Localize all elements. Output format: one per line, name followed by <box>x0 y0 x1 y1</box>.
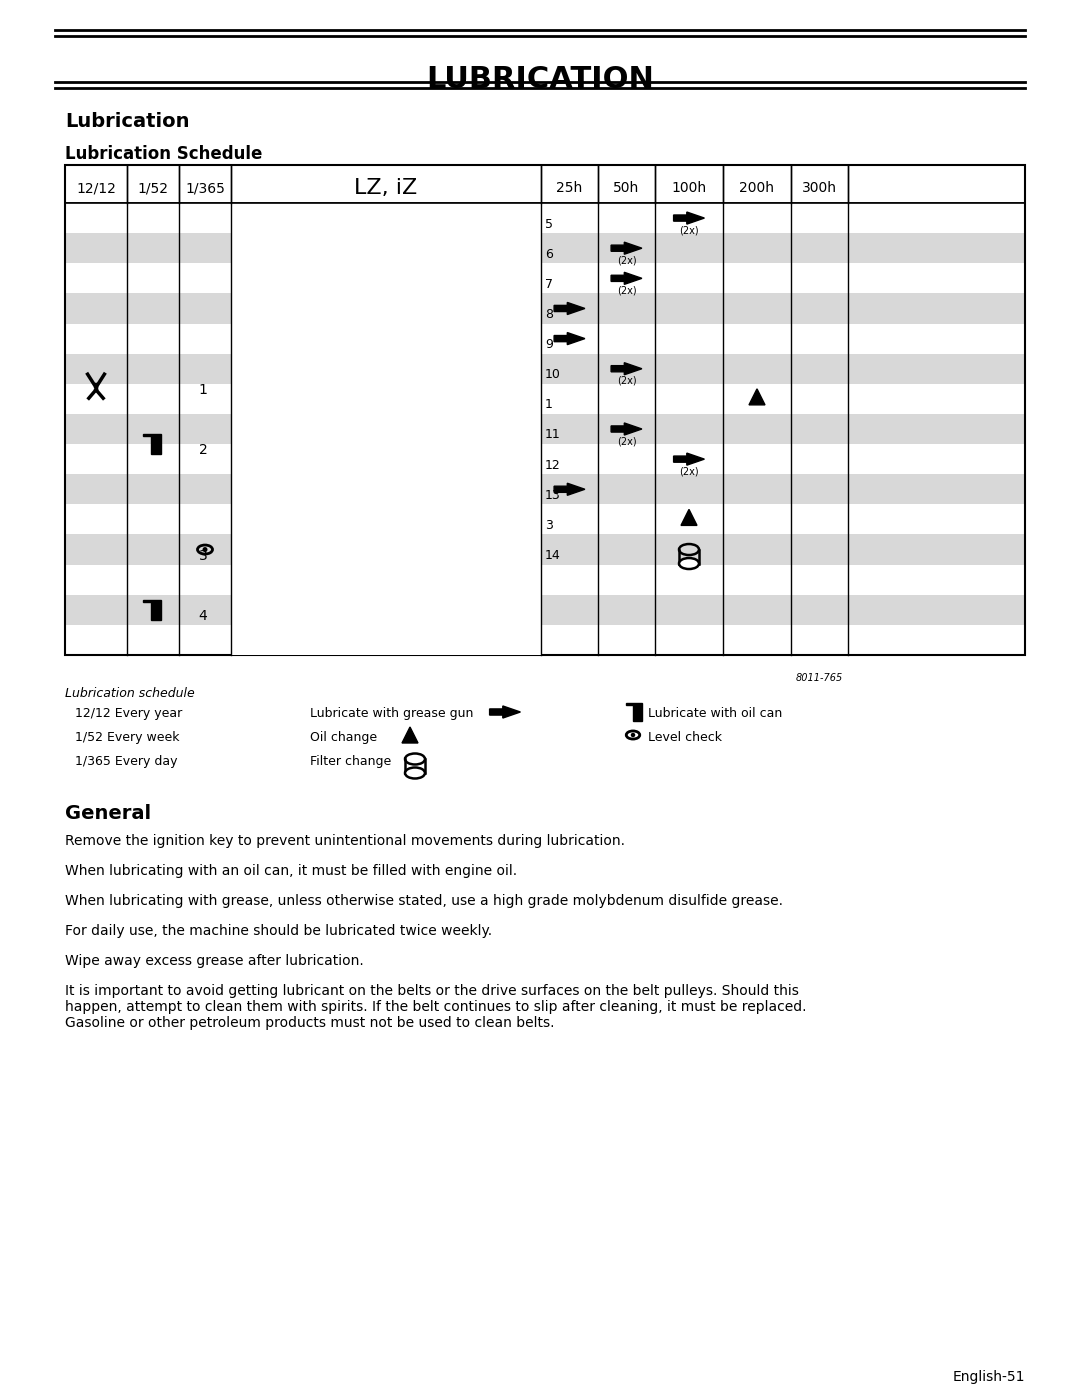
Text: It is important to avoid getting lubricant on the belts or the drive surfaces on: It is important to avoid getting lubrica… <box>65 983 807 1031</box>
Text: Lubrication schedule: Lubrication schedule <box>65 687 194 700</box>
Text: Remove the ignition key to prevent unintentional movements during lubrication.: Remove the ignition key to prevent unint… <box>65 834 625 848</box>
Text: For daily use, the machine should be lubricated twice weekly.: For daily use, the machine should be lub… <box>65 923 492 937</box>
Text: English-51: English-51 <box>953 1370 1025 1384</box>
Bar <box>65 504 1025 535</box>
Text: 1: 1 <box>199 383 207 397</box>
Text: General: General <box>65 805 151 823</box>
Bar <box>65 624 1025 655</box>
Text: 12/12 Every year: 12/12 Every year <box>75 707 183 719</box>
Text: 100h: 100h <box>672 182 706 196</box>
Text: 6: 6 <box>545 247 553 261</box>
Bar <box>65 263 1025 293</box>
Bar <box>65 595 1025 624</box>
Text: (2x): (2x) <box>617 256 636 265</box>
Text: 7: 7 <box>545 278 553 291</box>
Text: (2x): (2x) <box>679 225 699 235</box>
Polygon shape <box>554 302 585 314</box>
Bar <box>65 535 1025 564</box>
Bar <box>65 444 1025 474</box>
Text: 3: 3 <box>545 518 553 532</box>
Bar <box>65 165 1025 203</box>
Text: 1/365: 1/365 <box>185 182 225 196</box>
Text: 8: 8 <box>545 307 553 321</box>
Polygon shape <box>750 388 765 405</box>
Text: When lubricating with grease, unless otherwise stated, use a high grade molybden: When lubricating with grease, unless oth… <box>65 894 783 908</box>
Text: 12/12: 12/12 <box>76 182 116 196</box>
Text: 11: 11 <box>545 429 561 441</box>
Text: Filter change: Filter change <box>310 754 391 768</box>
Bar <box>65 233 1025 263</box>
Text: 3: 3 <box>199 549 207 563</box>
Text: 1: 1 <box>545 398 553 411</box>
Polygon shape <box>143 599 161 620</box>
Polygon shape <box>674 212 704 224</box>
Text: 200h: 200h <box>740 182 774 196</box>
Text: 12: 12 <box>545 458 561 472</box>
Polygon shape <box>626 703 643 721</box>
Text: 8011-765: 8011-765 <box>796 673 843 683</box>
Circle shape <box>631 733 635 738</box>
Text: 25h: 25h <box>556 182 582 196</box>
Bar <box>65 165 1025 655</box>
Polygon shape <box>611 363 642 374</box>
Text: 50h: 50h <box>613 182 639 196</box>
Bar <box>65 353 1025 384</box>
Text: 5: 5 <box>545 218 553 231</box>
Circle shape <box>203 548 207 552</box>
Ellipse shape <box>405 767 426 778</box>
Bar <box>231 203 541 655</box>
Text: 1/52: 1/52 <box>137 182 168 196</box>
Polygon shape <box>674 453 704 465</box>
Text: When lubricating with an oil can, it must be filled with engine oil.: When lubricating with an oil can, it mus… <box>65 863 517 877</box>
Polygon shape <box>143 434 161 454</box>
Bar <box>65 203 1025 233</box>
Text: Lubrication Schedule: Lubrication Schedule <box>65 145 262 163</box>
Text: (2x): (2x) <box>617 285 636 295</box>
Polygon shape <box>611 242 642 254</box>
Bar <box>65 384 1025 414</box>
Text: 1/52 Every week: 1/52 Every week <box>75 731 179 745</box>
Text: 14: 14 <box>545 549 561 562</box>
Text: 13: 13 <box>545 489 561 502</box>
Bar <box>65 474 1025 504</box>
Text: Lubrication: Lubrication <box>65 112 189 131</box>
Polygon shape <box>611 272 642 285</box>
Polygon shape <box>611 423 642 434</box>
Polygon shape <box>402 726 418 743</box>
Bar <box>65 293 1025 324</box>
Text: Lubricate with grease gun: Lubricate with grease gun <box>310 707 473 719</box>
Ellipse shape <box>679 557 699 569</box>
Bar <box>65 564 1025 595</box>
Bar <box>65 324 1025 353</box>
Text: 300h: 300h <box>802 182 837 196</box>
Text: LUBRICATION: LUBRICATION <box>427 66 653 94</box>
Text: 9: 9 <box>545 338 553 351</box>
Text: Level check: Level check <box>648 731 723 745</box>
Text: (2x): (2x) <box>679 467 699 476</box>
Polygon shape <box>554 332 585 345</box>
Text: Wipe away excess grease after lubrication.: Wipe away excess grease after lubricatio… <box>65 954 364 968</box>
Text: 2: 2 <box>199 443 207 457</box>
Polygon shape <box>554 483 585 496</box>
Polygon shape <box>489 705 521 718</box>
Text: LZ, iZ: LZ, iZ <box>354 177 418 198</box>
Text: 4: 4 <box>199 609 207 623</box>
Text: 1/365 Every day: 1/365 Every day <box>75 754 177 768</box>
Bar <box>65 414 1025 444</box>
Polygon shape <box>681 510 697 525</box>
Text: (2x): (2x) <box>617 376 636 386</box>
Text: Oil change: Oil change <box>310 731 377 745</box>
Text: Lubricate with oil can: Lubricate with oil can <box>648 707 782 719</box>
Text: 10: 10 <box>545 369 561 381</box>
Text: (2x): (2x) <box>617 436 636 446</box>
